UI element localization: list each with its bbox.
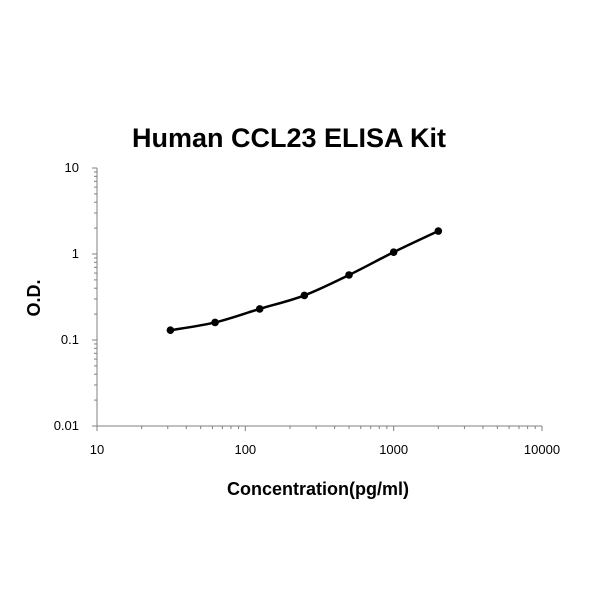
x-tick-label: 10	[90, 442, 104, 457]
data-point	[255, 305, 264, 313]
y-tick-label: 0.01	[54, 418, 79, 433]
data-point	[166, 326, 175, 335]
fit-curve	[170, 229, 439, 332]
y-tick-label: 0.1	[61, 332, 79, 347]
data-points	[166, 227, 443, 335]
tick-labels: 0.01 0.1 1 10 10 100 1000 10000	[54, 160, 560, 457]
x-tick-label: 100	[234, 442, 256, 457]
data-point	[345, 271, 353, 279]
data-point	[211, 318, 219, 327]
y-tick-label: 10	[65, 160, 79, 175]
chart-title: Human CCL23 ELISA Kit	[132, 123, 446, 153]
data-point	[389, 248, 398, 256]
data-point	[300, 291, 309, 300]
y-tick-label: 1	[72, 246, 79, 261]
y-axis-label: O.D.	[24, 279, 44, 316]
axes	[92, 167, 543, 431]
data-point	[434, 227, 443, 235]
fit-curve-layer	[170, 229, 439, 332]
x-tick-label: 10000	[524, 442, 560, 457]
x-axis-label: Concentration(pg/ml)	[227, 479, 409, 499]
x-tick-label: 1000	[379, 442, 408, 457]
